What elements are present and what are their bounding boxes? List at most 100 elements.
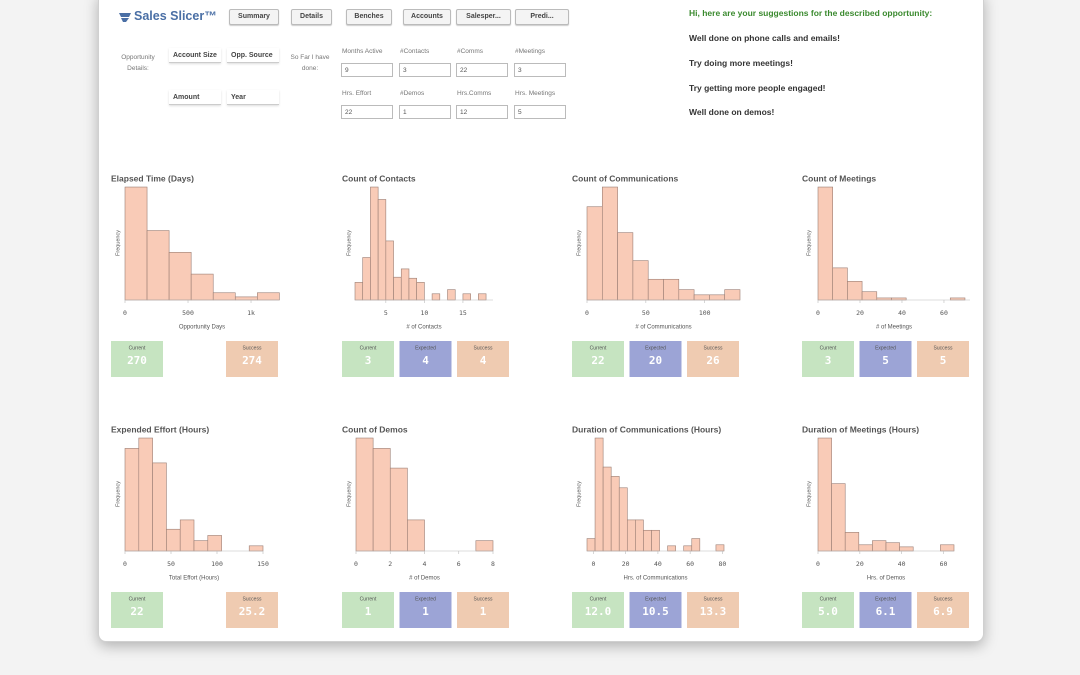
tab[interactable]: Details xyxy=(291,9,332,25)
bar xyxy=(847,281,863,301)
kpi-box xyxy=(226,341,278,377)
bar xyxy=(586,206,603,301)
bar xyxy=(193,540,209,552)
x-axis-label: Opportunity Days xyxy=(179,325,225,331)
kpi-box xyxy=(342,341,394,377)
x-tick-label: 4 xyxy=(423,560,427,568)
tab[interactable]: Salesper... xyxy=(456,9,511,25)
input[interactable]: 9 xyxy=(341,63,393,77)
kpi-value: 3 xyxy=(365,354,372,367)
kpi-box xyxy=(859,592,912,628)
bar xyxy=(618,487,628,552)
field[interactable]: Amount xyxy=(169,90,221,105)
bar xyxy=(354,282,364,301)
kpi-box xyxy=(917,341,969,377)
chart-title: Count of Meetings xyxy=(802,173,876,183)
input[interactable]: 1 xyxy=(399,105,451,119)
bar xyxy=(844,532,860,552)
x-tick-label: 0 xyxy=(816,309,820,317)
suggestion-heading: Hi, here are your suggestions for the de… xyxy=(689,8,933,18)
chart-title: Elapsed Time (Days) xyxy=(111,173,194,183)
kpi-value: 5 xyxy=(940,354,947,367)
kpi-value: 5 xyxy=(882,354,889,367)
x-tick-label: 15 xyxy=(459,309,467,317)
input-label: Hrs.Comms xyxy=(457,90,492,97)
bar xyxy=(362,257,371,301)
bar xyxy=(212,292,236,301)
input[interactable]: 5 xyxy=(514,105,566,119)
kpi-box xyxy=(687,592,739,628)
chart-title: Count of Contacts xyxy=(342,173,416,183)
x-tick-label: 1k xyxy=(247,309,255,317)
tab[interactable]: Predi... xyxy=(515,9,569,25)
kpi-value: 270 xyxy=(127,354,147,367)
input[interactable]: 3 xyxy=(514,63,566,77)
x-tick-label: 50 xyxy=(642,309,650,317)
input[interactable]: 3 xyxy=(399,63,451,77)
progress-label: So Far I have done: xyxy=(290,54,330,72)
bar xyxy=(635,519,644,552)
kpi-label: Expected xyxy=(415,345,436,351)
kpi-value: 4 xyxy=(480,354,487,367)
kpi-label: Current xyxy=(129,596,146,602)
kpi-box xyxy=(859,341,912,377)
x-tick-label: 8 xyxy=(491,560,495,568)
bar xyxy=(408,277,417,301)
bar xyxy=(891,297,907,301)
x-tick-label: 40 xyxy=(654,560,662,568)
bar xyxy=(858,544,873,552)
x-axis-label: # of Contacts xyxy=(406,325,441,331)
bar xyxy=(651,529,660,552)
kpi-box xyxy=(802,341,854,377)
tab[interactable]: Summary xyxy=(229,9,279,25)
bar xyxy=(594,437,604,552)
kpi-value: 274 xyxy=(242,354,262,367)
tab[interactable]: Benches xyxy=(346,9,392,25)
kpi-box xyxy=(457,592,509,628)
chart-title: Duration of Meetings (Hours) xyxy=(802,424,919,434)
x-tick-label: 0 xyxy=(354,560,358,568)
bar xyxy=(876,297,892,301)
suggestion: Try doing more meetings! xyxy=(689,58,793,68)
kpi-box xyxy=(111,341,163,377)
kpi-value: 6.9 xyxy=(933,605,953,618)
y-axis-label: Frequency xyxy=(576,481,582,507)
bar xyxy=(152,462,167,552)
chart-title: Duration of Communications (Hours) xyxy=(572,424,721,434)
bar xyxy=(166,528,181,552)
kpi-label: Current xyxy=(360,596,377,602)
x-tick-label: 60 xyxy=(686,560,694,568)
logo-icon xyxy=(119,13,131,22)
kpi-box xyxy=(917,592,969,628)
bar xyxy=(899,546,914,552)
input[interactable]: 12 xyxy=(456,105,508,119)
suggestion: Try getting more people engaged! xyxy=(689,83,826,93)
input[interactable]: 22 xyxy=(456,63,508,77)
bar xyxy=(168,252,192,301)
bar xyxy=(416,282,425,301)
kpi-label: Current xyxy=(360,345,377,351)
tab[interactable]: Accounts xyxy=(403,9,451,25)
x-tick-label: 500 xyxy=(182,309,194,317)
bar xyxy=(643,529,652,552)
x-tick-label: 150 xyxy=(257,560,269,568)
input-label: #Demos xyxy=(400,90,425,97)
kpi-value: 3 xyxy=(825,354,832,367)
bar xyxy=(389,467,408,552)
field[interactable]: Account Size xyxy=(169,48,221,63)
bar xyxy=(817,186,833,301)
kpi-box xyxy=(342,592,394,628)
bar xyxy=(431,293,441,301)
bar xyxy=(940,544,955,552)
kpi-label: Expected xyxy=(645,345,666,351)
x-tick-label: 6 xyxy=(457,560,461,568)
kpi-value: 1 xyxy=(422,605,429,618)
field[interactable]: Year xyxy=(227,90,279,105)
bar xyxy=(146,230,170,301)
bar xyxy=(124,448,140,552)
input[interactable]: 22 xyxy=(341,105,393,119)
field[interactable]: Opp. Source xyxy=(227,48,279,63)
x-axis-label: # of Meetings xyxy=(876,325,912,331)
x-tick-label: 20 xyxy=(622,560,630,568)
